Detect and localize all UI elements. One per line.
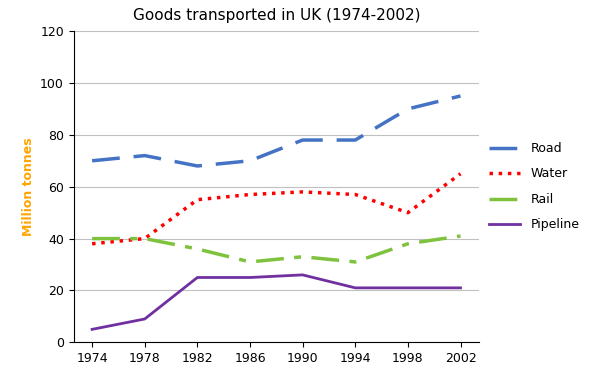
Water [457, 172, 464, 176]
Road [352, 138, 359, 142]
Pipeline [88, 327, 96, 332]
Road [246, 158, 254, 163]
Water [246, 192, 254, 197]
Title: Goods transported in UK (1974-2002): Goods transported in UK (1974-2002) [133, 8, 420, 23]
Water [404, 210, 411, 215]
Rail [193, 247, 201, 251]
Rail [457, 234, 464, 238]
Rail [404, 242, 411, 246]
Road [299, 138, 306, 142]
Pipeline [457, 286, 464, 290]
Pipeline [246, 275, 254, 280]
Road [193, 164, 201, 168]
Pipeline [352, 286, 359, 290]
Rail [141, 236, 149, 241]
Water [299, 189, 306, 194]
Line: Rail: Rail [92, 236, 460, 262]
Line: Pipeline: Pipeline [92, 275, 460, 329]
Line: Road: Road [92, 96, 460, 166]
Road [141, 153, 149, 158]
Water [141, 236, 149, 241]
Rail [88, 236, 96, 241]
Rail [299, 254, 306, 259]
Pipeline [141, 317, 149, 321]
Pipeline [404, 286, 411, 290]
Road [88, 158, 96, 163]
Rail [246, 259, 254, 264]
Water [193, 197, 201, 202]
Pipeline [193, 275, 201, 280]
Water [352, 192, 359, 197]
Water [88, 242, 96, 246]
Legend: Road, Water, Rail, Pipeline: Road, Water, Rail, Pipeline [489, 142, 580, 231]
Line: Water: Water [92, 174, 460, 244]
Road [457, 94, 464, 98]
Y-axis label: Million tonnes: Million tonnes [21, 137, 34, 236]
Pipeline [299, 273, 306, 277]
Rail [352, 259, 359, 264]
Road [404, 107, 411, 111]
